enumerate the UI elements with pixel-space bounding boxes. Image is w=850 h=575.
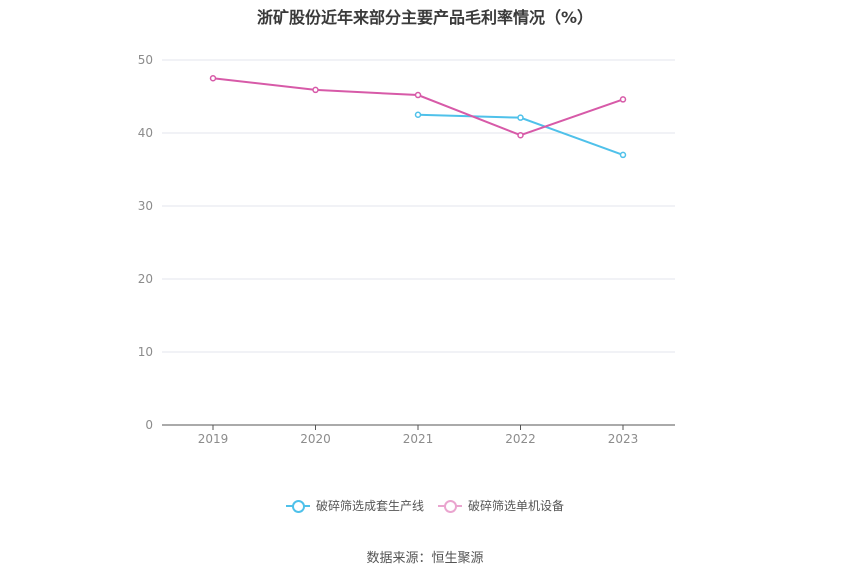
legend-marker-icon xyxy=(285,499,310,513)
series-group xyxy=(209,75,627,159)
series-line-2 xyxy=(212,77,624,137)
data-point xyxy=(619,151,627,159)
x-tick-label: 2023 xyxy=(608,432,639,446)
y-tick-label: 20 xyxy=(138,272,153,286)
y-tick-label: 0 xyxy=(145,418,153,432)
axes: 0 10 20 30 40 50 2019 2020 2021 2022 2023 xyxy=(138,53,675,446)
data-point xyxy=(517,114,524,121)
data-point xyxy=(517,131,524,139)
chart-title: 浙矿股份近年来部分主要产品毛利率情况（%） xyxy=(256,8,594,27)
x-tick-label: 2021 xyxy=(403,432,434,446)
x-tick-label: 2022 xyxy=(505,432,536,446)
data-point xyxy=(414,111,422,118)
legend-item-series-1[interactable]: 破碎筛选成套生产线 xyxy=(285,497,424,514)
legend-item-series-2[interactable]: 破碎筛选单机设备 xyxy=(438,497,564,514)
x-tick-label: 2020 xyxy=(300,432,331,446)
data-point xyxy=(619,96,627,103)
legend-marker-icon xyxy=(438,499,462,513)
x-tick-label: 2019 xyxy=(198,432,229,446)
y-tick-label: 10 xyxy=(138,345,153,359)
data-source: 数据来源：恒生聚源 xyxy=(366,551,484,566)
data-point xyxy=(414,91,422,99)
grid-lines xyxy=(162,59,675,353)
legend-label: 破碎筛选单机设备 xyxy=(468,499,565,513)
legend: 破碎筛选成套生产线 破碎筛选单机设备 xyxy=(0,497,850,514)
data-point xyxy=(312,86,319,94)
legend-label: 破碎筛选成套生产线 xyxy=(315,499,424,513)
y-tick-label: 50 xyxy=(138,53,153,67)
y-tick-label: 40 xyxy=(138,126,153,140)
data-point xyxy=(209,75,217,82)
y-tick-label: 30 xyxy=(138,199,153,213)
